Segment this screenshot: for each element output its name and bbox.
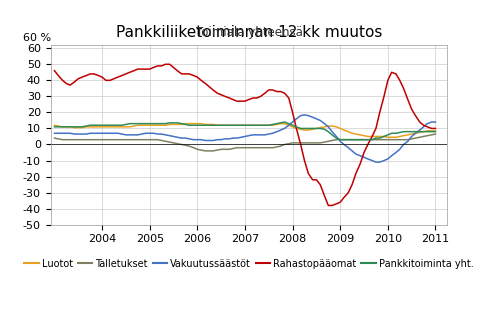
- Talletukset: [202, 149, 208, 153]
- Pankkitoiminta yht.: [150, 122, 156, 126]
- Rahastopääomat: [325, 203, 331, 207]
- Talletukset: [51, 136, 57, 140]
- Pankkitoiminta yht.: [353, 138, 359, 141]
- Vakuutussäästöt: [432, 120, 438, 124]
- Vakuutussäästöt: [79, 132, 85, 136]
- Text: 60 %: 60 %: [23, 33, 51, 43]
- Vakuutussäästöt: [373, 160, 379, 164]
- Vakuutussäästöt: [150, 131, 156, 135]
- Pankkitoiminta yht.: [79, 125, 85, 129]
- Legend: Luotot, Talletukset, Vakuutussäästöt, Rahastopääomat, Pankkitoiminta yht.: Luotot, Talletukset, Vakuutussäästöt, Ra…: [20, 255, 478, 273]
- Vakuutussäästöt: [63, 131, 69, 135]
- Line: Talletukset: Talletukset: [54, 134, 435, 151]
- Vakuutussäästöt: [269, 131, 275, 135]
- Luotot: [385, 135, 391, 139]
- Luotot: [274, 122, 280, 126]
- Luotot: [79, 126, 85, 130]
- Luotot: [63, 125, 69, 129]
- Rahastopääomat: [274, 89, 280, 93]
- Luotot: [432, 129, 438, 133]
- Luotot: [349, 131, 355, 135]
- Rahastopääomat: [150, 66, 156, 69]
- Rahastopääomat: [162, 62, 168, 66]
- Talletukset: [79, 138, 85, 141]
- Rahastopääomat: [246, 98, 252, 101]
- Luotot: [150, 123, 156, 127]
- Rahastopääomat: [353, 172, 359, 175]
- Luotot: [246, 123, 252, 127]
- Talletukset: [63, 138, 69, 141]
- Luotot: [182, 122, 188, 126]
- Text: Toimiala yhteensä: Toimiala yhteensä: [196, 26, 302, 39]
- Pankkitoiminta yht.: [281, 120, 287, 124]
- Rahastopääomat: [432, 127, 438, 130]
- Vakuutussäästöt: [349, 149, 355, 153]
- Rahastopääomat: [63, 82, 69, 86]
- Pankkitoiminta yht.: [269, 122, 275, 126]
- Line: Vakuutussäästöt: Vakuutussäästöt: [54, 115, 435, 162]
- Rahastopääomat: [51, 69, 57, 73]
- Pankkitoiminta yht.: [337, 138, 343, 141]
- Vakuutussäästöt: [242, 134, 248, 138]
- Title: Pankkiliiketoiminnan 12 kk muutos: Pankkiliiketoiminnan 12 kk muutos: [116, 25, 382, 40]
- Line: Rahastopääomat: Rahastopääomat: [54, 64, 435, 205]
- Talletukset: [432, 132, 438, 136]
- Pankkitoiminta yht.: [242, 123, 248, 127]
- Pankkitoiminta yht.: [63, 125, 69, 129]
- Vakuutussäästöt: [51, 131, 57, 135]
- Line: Pankkitoiminta yht.: Pankkitoiminta yht.: [54, 122, 435, 140]
- Talletukset: [150, 138, 156, 141]
- Rahastopääomat: [79, 75, 85, 79]
- Talletukset: [274, 145, 280, 149]
- Talletukset: [349, 138, 355, 141]
- Pankkitoiminta yht.: [432, 130, 438, 134]
- Vakuutussäästöt: [301, 113, 307, 117]
- Line: Luotot: Luotot: [54, 124, 435, 137]
- Talletukset: [246, 146, 252, 150]
- Pankkitoiminta yht.: [51, 125, 57, 129]
- Luotot: [51, 123, 57, 127]
